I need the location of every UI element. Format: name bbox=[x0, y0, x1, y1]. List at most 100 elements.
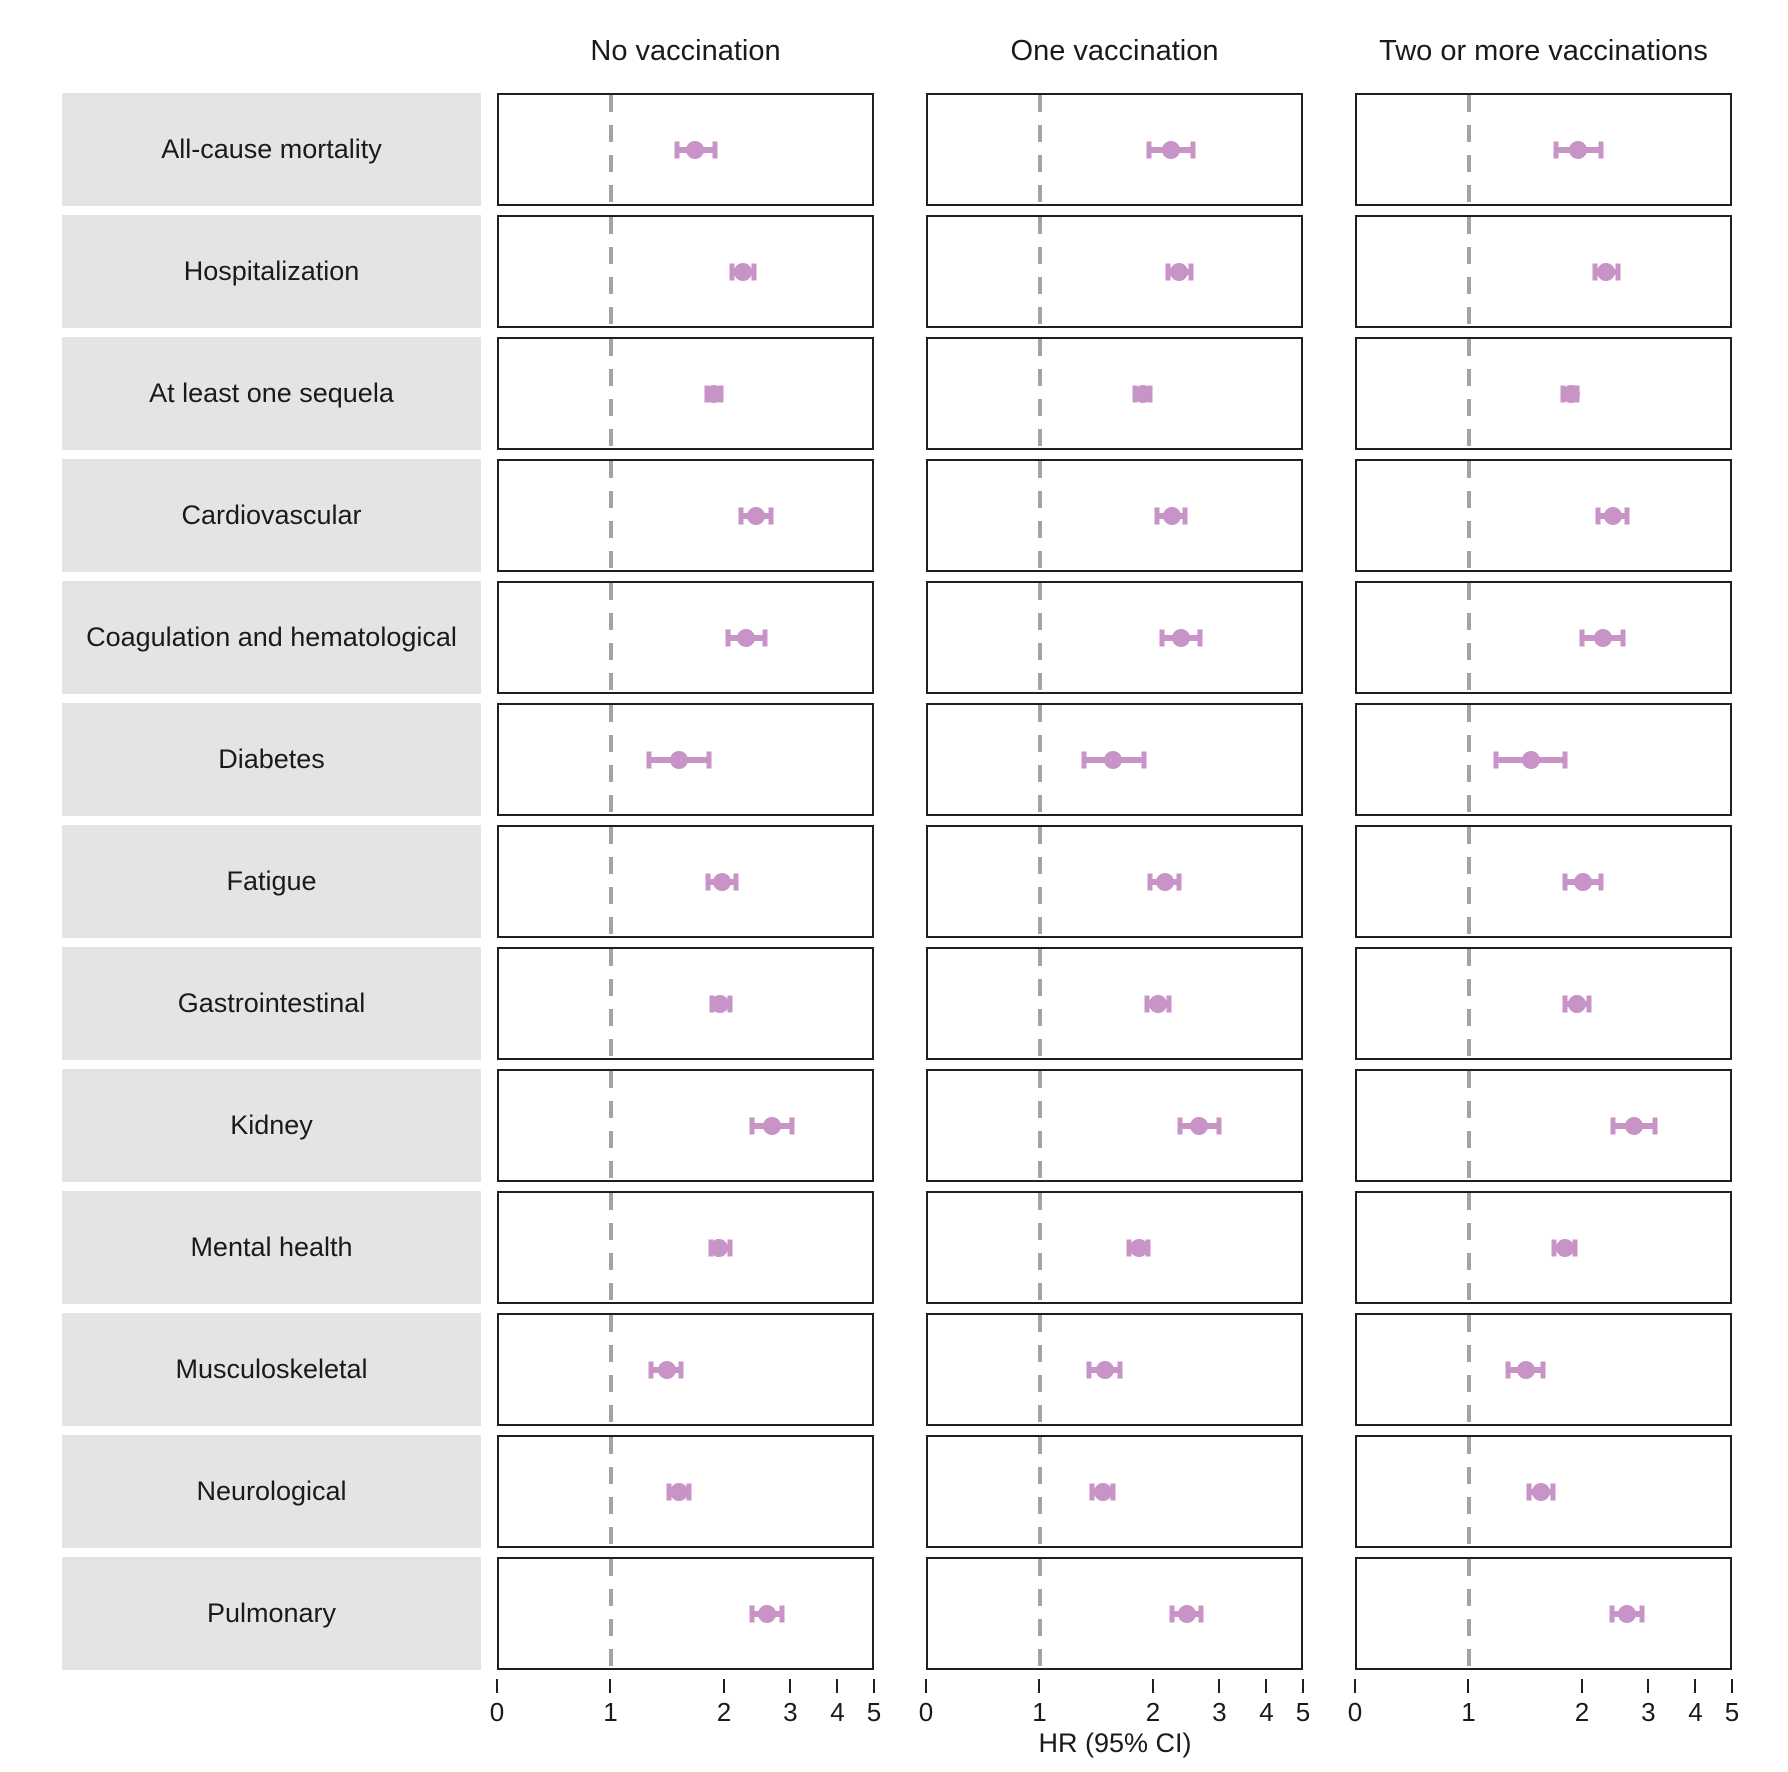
ci-cap-upper bbox=[712, 141, 718, 158]
reference-line-hr1 bbox=[1467, 1559, 1472, 1668]
ci-cap-lower bbox=[1089, 1483, 1095, 1500]
x-axis-tick bbox=[789, 1679, 792, 1693]
forest-panel bbox=[926, 1435, 1303, 1548]
hr-point-marker bbox=[1177, 1604, 1196, 1623]
forest-panel bbox=[926, 215, 1303, 328]
x-axis-tick bbox=[722, 1679, 725, 1693]
hr-point-marker bbox=[1596, 262, 1615, 281]
hr-point-marker bbox=[1617, 1604, 1636, 1623]
ci-cap-lower bbox=[1146, 141, 1152, 158]
reference-line-hr1 bbox=[609, 339, 614, 448]
ci-cap-upper bbox=[1652, 1117, 1658, 1134]
x-axis-tick-label: 4 bbox=[1259, 1697, 1274, 1727]
ci-cap-lower bbox=[1177, 1117, 1183, 1134]
hr-point-marker bbox=[1625, 1116, 1644, 1135]
outcome-row: Pulmonary bbox=[62, 1557, 1788, 1670]
outcome-rows: All-cause mortality Hospitalization At lea… bbox=[0, 93, 1788, 1670]
outcome-label: Neurological bbox=[62, 1435, 481, 1548]
hr-point-marker bbox=[686, 140, 705, 159]
reference-line-hr1 bbox=[609, 583, 614, 692]
ci-cap-upper bbox=[1572, 1239, 1578, 1256]
forest-panel bbox=[497, 1191, 874, 1304]
ci-cap-upper bbox=[789, 1117, 795, 1134]
x-axis-tick-label: 2 bbox=[716, 1697, 732, 1727]
reference-line-hr1 bbox=[1467, 339, 1472, 448]
reference-line-hr1 bbox=[1467, 461, 1472, 570]
reference-line-hr1 bbox=[1038, 1437, 1043, 1546]
reference-line-hr1 bbox=[1038, 1071, 1043, 1180]
ci-cap-upper bbox=[1141, 751, 1147, 768]
ci-cap-upper bbox=[1615, 263, 1621, 280]
outcome-row: Musculoskeletal bbox=[62, 1313, 1788, 1426]
reference-line-hr1 bbox=[1467, 217, 1472, 326]
x-axis-tick bbox=[1694, 1679, 1697, 1693]
x-axis-title: HR (95% CI) bbox=[1038, 1728, 1192, 1758]
x-axis-tick bbox=[836, 1679, 839, 1693]
forest-panel bbox=[1355, 1313, 1732, 1426]
reference-line-hr1 bbox=[1467, 1071, 1472, 1180]
reference-line-hr1 bbox=[1467, 95, 1472, 204]
hr-point-marker bbox=[1569, 140, 1588, 159]
ci-cap-upper bbox=[1145, 1239, 1151, 1256]
ci-cap-upper bbox=[762, 629, 768, 646]
hr-point-marker bbox=[670, 750, 689, 769]
ci-cap-lower bbox=[666, 1483, 672, 1500]
reference-line-hr1 bbox=[1467, 1437, 1472, 1546]
ci-cap-upper bbox=[1182, 507, 1188, 524]
forest-panel bbox=[497, 1557, 874, 1670]
ci-cap-lower bbox=[1553, 141, 1559, 158]
hr-point-marker bbox=[1172, 628, 1191, 647]
ci-cap-lower bbox=[1551, 1239, 1557, 1256]
forest-panel bbox=[926, 459, 1303, 572]
ci-cap-upper bbox=[1639, 1605, 1645, 1622]
hr-point-marker bbox=[1093, 1482, 1112, 1501]
ci-cap-lower bbox=[1154, 507, 1160, 524]
hr-point-marker bbox=[1169, 262, 1188, 281]
forest-panel bbox=[497, 947, 874, 1060]
hr-point-marker bbox=[1162, 506, 1181, 525]
outcome-label: Fatigue bbox=[62, 825, 481, 938]
forest-panel bbox=[926, 703, 1303, 816]
x-axis-tick-label: 3 bbox=[1212, 1697, 1227, 1727]
hr-point-marker bbox=[1574, 872, 1593, 891]
outcome-label: At least one sequela bbox=[62, 337, 481, 450]
hr-point-marker bbox=[737, 628, 756, 647]
x-axis-tick-label: 0 bbox=[1347, 1697, 1363, 1727]
x-axis-tick bbox=[1265, 1679, 1268, 1693]
outcome-label: Coagulation and hematological bbox=[62, 581, 481, 694]
reference-line-hr1 bbox=[609, 1315, 614, 1424]
outcome-label: Mental health bbox=[62, 1191, 481, 1304]
outcome-row: Kidney bbox=[62, 1069, 1788, 1182]
forest-panel bbox=[497, 215, 874, 328]
x-axis-tick-label: 4 bbox=[830, 1697, 845, 1727]
reference-line-hr1 bbox=[1038, 461, 1043, 570]
column-header-no-vaccination: No vaccination bbox=[590, 35, 781, 67]
reference-line-hr1 bbox=[609, 1559, 614, 1668]
x-axis-tick bbox=[1731, 1679, 1733, 1693]
ci-cap-lower bbox=[738, 507, 744, 524]
ci-cap-upper bbox=[1586, 995, 1592, 1012]
x-axis-tick-label: 0 bbox=[918, 1697, 934, 1727]
forest-panel bbox=[1355, 825, 1732, 938]
reference-line-hr1 bbox=[1467, 705, 1472, 814]
ci-cap-upper bbox=[1197, 629, 1203, 646]
forest-panel bbox=[926, 825, 1303, 938]
reference-line-hr1 bbox=[1038, 1559, 1043, 1668]
x-axis bbox=[496, 1679, 875, 1695]
x-axis-tick-label: 1 bbox=[603, 1697, 618, 1727]
ci-cap-upper bbox=[1624, 507, 1630, 524]
x-axis-tick bbox=[1151, 1679, 1154, 1693]
hr-point-marker bbox=[1517, 1360, 1536, 1379]
outcome-label: Hospitalization bbox=[62, 215, 481, 328]
hr-point-marker bbox=[1095, 1360, 1114, 1379]
ci-cap-upper bbox=[686, 1483, 692, 1500]
x-axis-tick bbox=[1038, 1679, 1041, 1693]
hr-point-marker bbox=[757, 1604, 776, 1623]
reference-line-hr1 bbox=[1038, 583, 1043, 692]
x-axis-tick-label: 5 bbox=[1724, 1697, 1740, 1727]
reference-line-hr1 bbox=[1467, 1315, 1472, 1424]
ci-cap-upper bbox=[1176, 873, 1182, 890]
ci-cap-lower bbox=[646, 751, 652, 768]
reference-line-hr1 bbox=[1038, 339, 1043, 448]
